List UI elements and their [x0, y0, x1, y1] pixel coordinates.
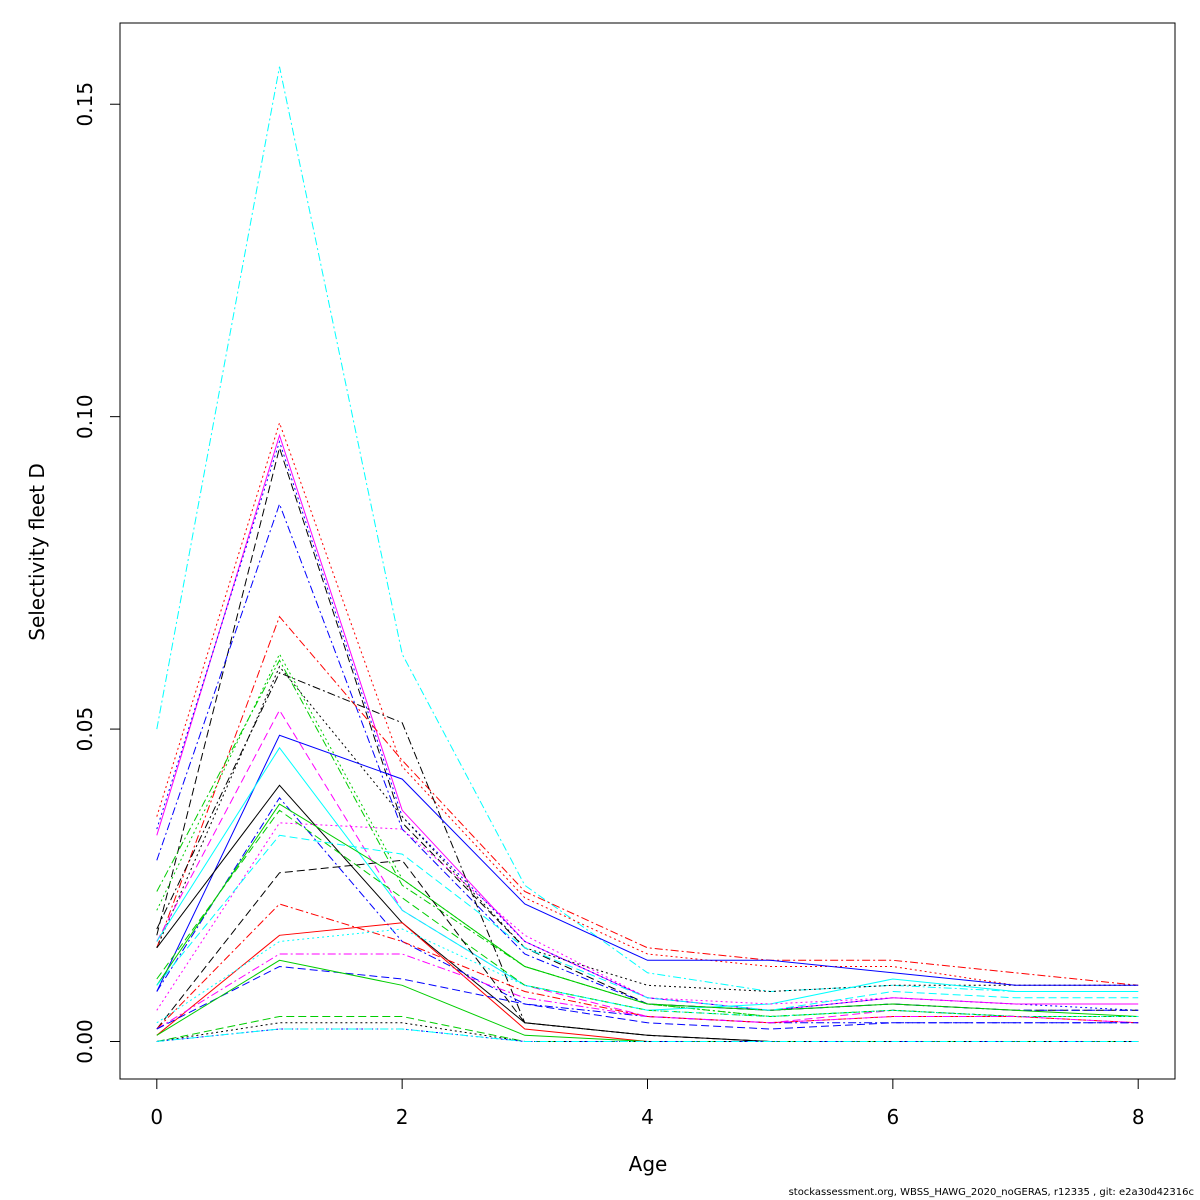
y-axis-label: Selectivity fleet D — [25, 463, 49, 641]
y-tick-label: 0.10 — [73, 394, 97, 439]
series-line-18 — [156, 809, 1139, 1018]
series-line-22 — [156, 903, 1139, 1030]
y-axis: 0.00 0.05 0.10 0.15 — [73, 82, 121, 1064]
x-axis-label: Age — [629, 1152, 668, 1176]
series-line-25 — [156, 953, 1139, 1030]
series-line-7 — [156, 615, 1139, 986]
x-tick-label: 6 — [886, 1105, 899, 1129]
series-line-13 — [156, 734, 1139, 992]
series-line-26 — [156, 965, 1139, 1030]
x-tick-label: 2 — [396, 1105, 409, 1129]
footer-credit: stockassessment.org, WBSS_HAWG_2020_noGE… — [788, 1187, 1194, 1198]
series-line-2 — [156, 421, 1139, 986]
x-axis: 0 2 4 6 8 — [150, 1078, 1145, 1129]
series-line-10 — [156, 665, 1139, 993]
series-line-20 — [156, 834, 1139, 1011]
x-tick-label: 0 — [150, 1105, 163, 1129]
series-layer — [156, 66, 1139, 1042]
series-line-31 — [156, 1028, 1139, 1042]
y-tick-label: 0.05 — [73, 707, 97, 752]
series-line-24 — [156, 928, 1139, 1024]
y-tick-label: 0.15 — [73, 82, 97, 127]
x-tick-label: 8 — [1132, 1105, 1145, 1129]
x-tick-label: 4 — [641, 1105, 654, 1129]
y-tick-label: 0.00 — [73, 1019, 97, 1064]
series-line-1 — [156, 66, 1139, 993]
series-line-17 — [156, 803, 1139, 1017]
